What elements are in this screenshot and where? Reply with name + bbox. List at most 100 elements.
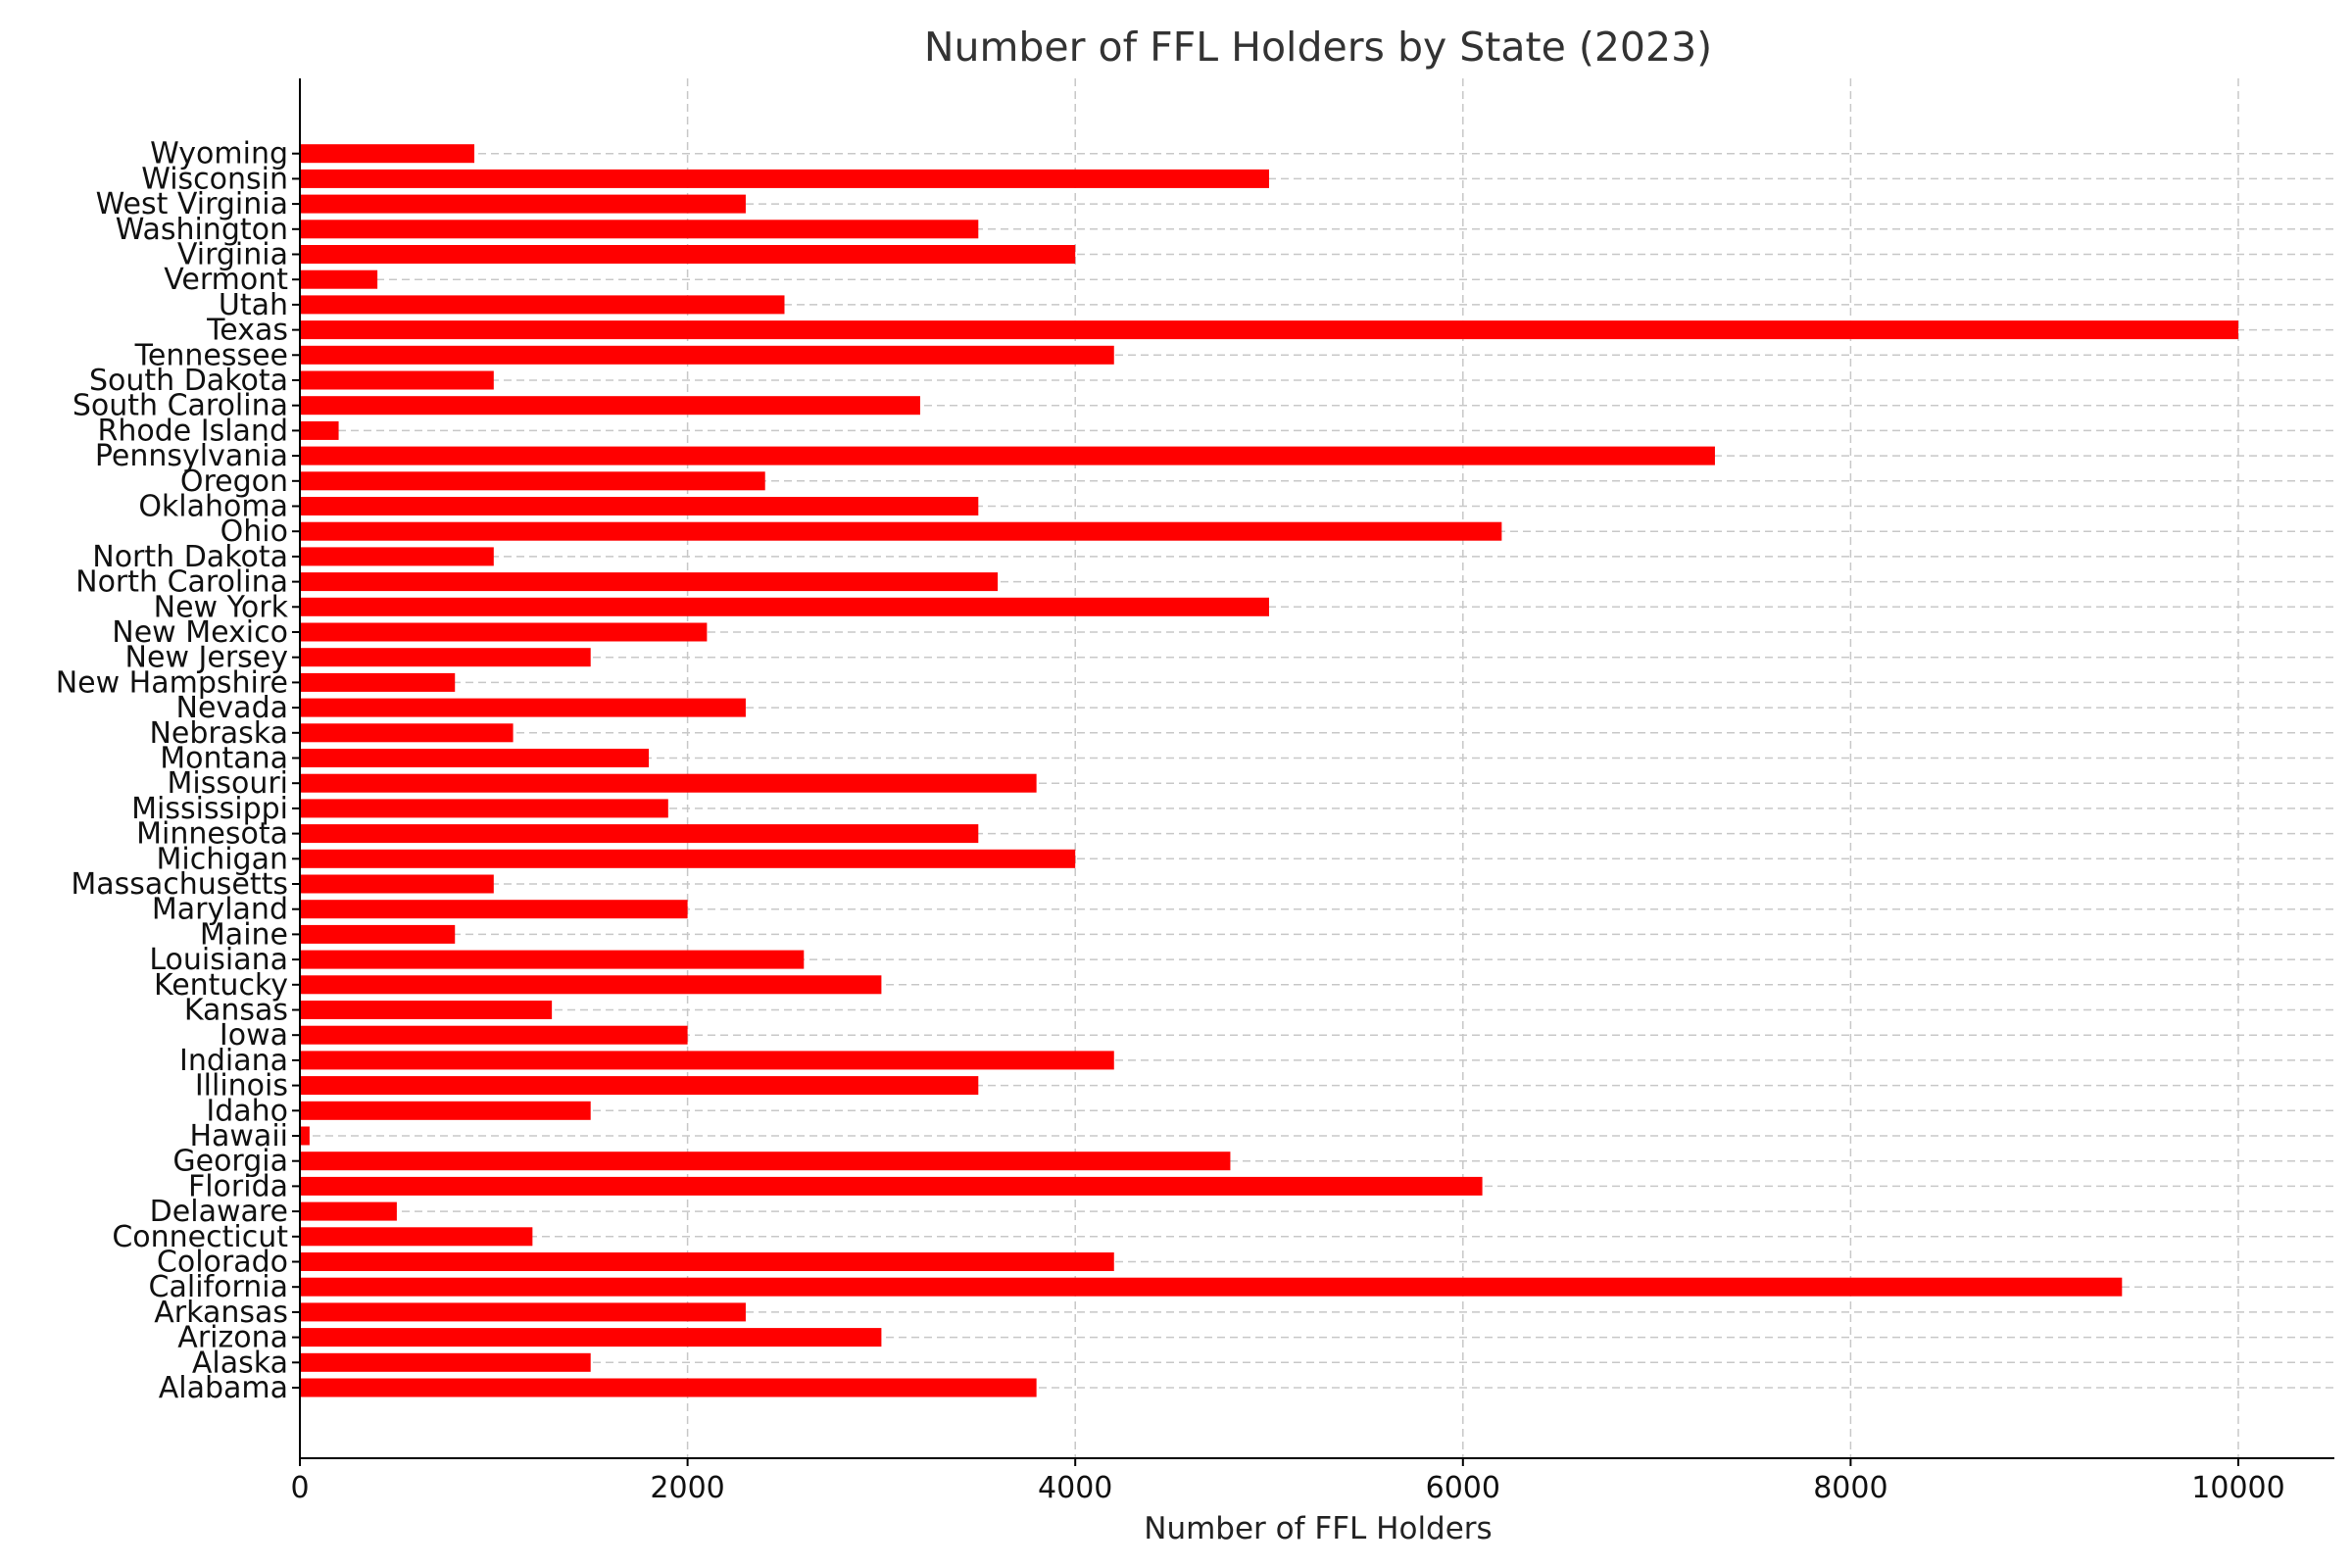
bar [300, 1352, 591, 1372]
bar [300, 320, 2238, 340]
bar [300, 924, 456, 944]
bar [300, 446, 1715, 466]
grid-layer [299, 78, 2334, 1458]
bar [300, 295, 785, 315]
y-tick-label: Delaware [150, 1195, 288, 1229]
y-tick-label: Missouri [167, 766, 288, 801]
bar [300, 245, 1076, 264]
bar [300, 1025, 688, 1045]
y-tick-label: West Virginia [96, 187, 288, 221]
x-tick-label: 0 [290, 1471, 309, 1505]
bar [300, 900, 688, 919]
bar [300, 220, 979, 239]
y-tick-label: New York [154, 590, 289, 624]
bar [300, 597, 1269, 616]
y-tick-label: North Dakota [92, 540, 288, 574]
y-tick-label: Alaska [192, 1346, 288, 1380]
y-tick-label: South Dakota [89, 364, 288, 398]
y-tick-label: Maryland [152, 893, 288, 927]
y-tick-label: Michigan [156, 842, 288, 876]
bar [300, 824, 979, 844]
chart-title: Number of FFL Holders by State (2023) [924, 24, 1712, 71]
y-tick-label: New Jersey [125, 641, 288, 675]
bar [300, 799, 668, 818]
y-tick-label: Mississippi [131, 792, 288, 826]
bar [300, 1201, 397, 1221]
y-tick-label: South Carolina [73, 389, 288, 423]
y-tick-label: Idaho [206, 1094, 288, 1128]
bar [300, 345, 1114, 365]
y-tick-label: Kentucky [154, 968, 288, 1003]
bar [300, 547, 494, 566]
bar [300, 1101, 591, 1120]
x-tick-label: 8000 [1813, 1471, 1887, 1505]
y-tick-label: North Carolina [75, 565, 288, 600]
bar [300, 420, 339, 440]
y-tick-label: Tennessee [134, 338, 288, 372]
bar [300, 1126, 310, 1146]
y-tick-label: Indiana [179, 1044, 288, 1078]
bar [300, 749, 650, 767]
bar [300, 950, 805, 969]
y-tick-label: Iowa [220, 1018, 288, 1053]
bar [300, 144, 475, 164]
bar [300, 849, 1076, 868]
y-tick-label: California [149, 1270, 288, 1304]
bar [300, 572, 999, 592]
y-tick-label: Massachusetts [71, 867, 288, 902]
bar [300, 622, 708, 642]
y-tick-label: Colorado [157, 1246, 288, 1280]
y-tick-label: Maine [200, 917, 288, 952]
y-axis-ticks: AlabamaAlaskaArizonaArkansasCaliforniaCo… [56, 137, 300, 1405]
bar [300, 874, 494, 894]
y-tick-label: Washington [116, 213, 288, 247]
y-tick-label: Kansas [184, 994, 288, 1028]
bar [300, 1176, 1483, 1196]
y-tick-label: Oklahoma [138, 490, 288, 524]
bar [300, 194, 746, 214]
bar [300, 270, 378, 289]
bar [300, 1001, 553, 1019]
y-tick-label: Florida [188, 1169, 288, 1203]
bar [300, 773, 1037, 793]
y-tick-label: Rhode Island [97, 414, 288, 448]
bars-layer [300, 144, 2238, 1397]
y-tick-label: New Mexico [112, 615, 288, 650]
bar [300, 370, 494, 390]
bar [300, 471, 765, 491]
y-tick-label: Wisconsin [141, 162, 288, 196]
bar [300, 169, 1269, 188]
x-axis-ticks: 0 2000 4000 6000 8000 10000 [290, 1458, 2285, 1505]
bar [300, 1152, 1231, 1171]
y-tick-label: Minnesota [136, 817, 288, 852]
y-tick-label: Hawaii [189, 1119, 288, 1153]
x-tick-label: 10000 [2191, 1471, 2284, 1505]
bar [300, 672, 456, 692]
y-tick-label: Arizona [177, 1321, 288, 1355]
y-tick-label: Georgia [172, 1145, 288, 1179]
x-axis-label: Number of FFL Holders [1144, 1511, 1492, 1546]
bar [300, 723, 514, 743]
y-tick-label: Utah [219, 288, 288, 322]
bar [300, 497, 979, 515]
y-tick-label: Ohio [220, 514, 288, 549]
x-tick-label: 4000 [1038, 1471, 1112, 1505]
y-tick-label: Illinois [195, 1069, 288, 1103]
y-tick-label: Texas [206, 314, 288, 348]
y-tick-label: Alabama [159, 1371, 288, 1405]
bar [300, 396, 920, 416]
y-tick-label: Nebraska [149, 716, 288, 751]
bar [300, 1227, 533, 1247]
y-tick-label: Oregon [180, 465, 288, 499]
y-tick-label: Virginia [177, 238, 288, 272]
bar [300, 521, 1502, 541]
y-tick-label: New Hampshire [56, 665, 288, 700]
bar [300, 1252, 1114, 1271]
bar [300, 1076, 979, 1096]
bar [300, 1302, 746, 1322]
y-tick-label: Nevada [176, 691, 288, 725]
x-tick-label: 6000 [1426, 1471, 1500, 1505]
bar [300, 1378, 1037, 1397]
